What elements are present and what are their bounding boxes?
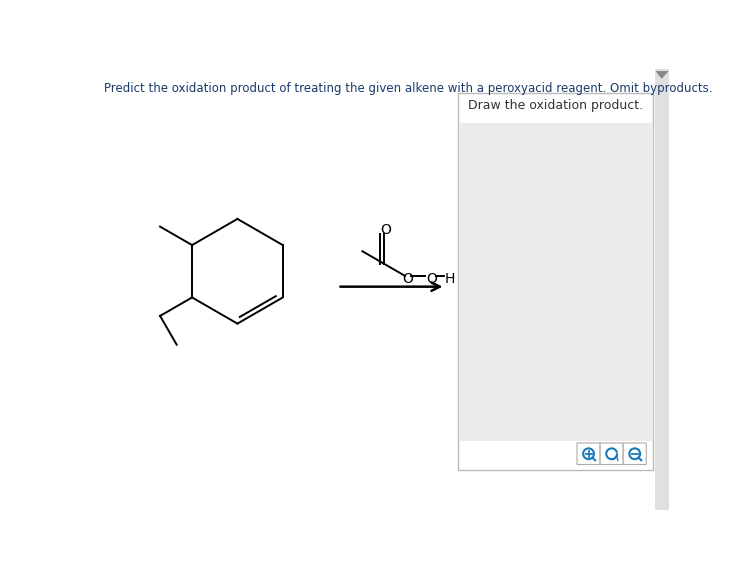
Text: O: O bbox=[402, 272, 413, 286]
FancyBboxPatch shape bbox=[624, 443, 647, 465]
Bar bbox=[458, 93, 653, 470]
Text: H: H bbox=[445, 272, 455, 286]
Text: Draw the oxidation product.: Draw the oxidation product. bbox=[468, 99, 643, 112]
FancyBboxPatch shape bbox=[577, 443, 600, 465]
FancyBboxPatch shape bbox=[600, 443, 624, 465]
Bar bbox=[460, 123, 652, 441]
Bar bbox=[655, 69, 669, 510]
Text: O: O bbox=[380, 223, 390, 237]
Text: O: O bbox=[427, 272, 437, 286]
Text: Predict the oxidation product of treating the given alkene with a peroxyacid rea: Predict the oxidation product of treatin… bbox=[104, 82, 713, 95]
Polygon shape bbox=[656, 71, 669, 79]
